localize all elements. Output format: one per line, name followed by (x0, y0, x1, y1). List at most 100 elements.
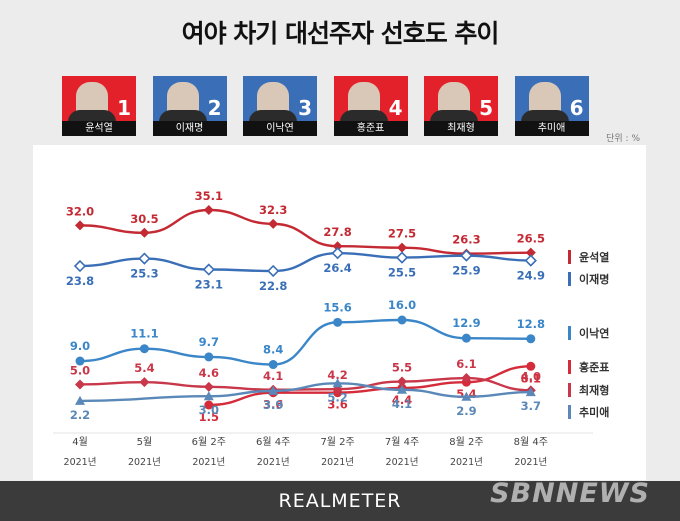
legend-swatch (568, 360, 571, 374)
unit-label: 단위 : % (606, 134, 640, 144)
x-tick-label: 7월 4주 (385, 436, 419, 448)
data-label: 27.8 (323, 225, 351, 239)
x-tick-label: 7월 2주 (320, 436, 354, 448)
series-line (79, 318, 531, 366)
footer-bar (0, 481, 680, 521)
data-point (524, 254, 537, 267)
candidate-card: 6 추미애 (514, 76, 589, 136)
data-label: 4.2 (327, 368, 347, 382)
data-point (75, 395, 85, 405)
data-label: 32.0 (66, 204, 94, 218)
x-tick-year: 2021년 (192, 457, 225, 468)
candidate-photo (158, 82, 207, 134)
candidate-number: 1 (117, 96, 131, 120)
data-label: 4.1 (263, 369, 283, 383)
data-label: 26.3 (452, 233, 480, 247)
candidate-photo (339, 82, 388, 134)
x-tick-year: 2021년 (257, 457, 290, 468)
data-label: 8.4 (263, 343, 283, 357)
data-label: 32.3 (259, 203, 287, 217)
data-label: 23.8 (66, 274, 94, 288)
data-point (204, 400, 214, 410)
candidate-number: 5 (479, 96, 493, 120)
candidate-name: 홍준표 (333, 121, 408, 136)
x-tick-label: 6월 2주 (192, 436, 226, 448)
candidate-card: 5 최재형 (424, 76, 498, 136)
data-label: 5.5 (392, 361, 412, 375)
data-label: 8.1 (521, 371, 541, 385)
data-point (75, 356, 85, 366)
series-line (79, 208, 531, 255)
data-point (75, 379, 85, 390)
data-label: 3.6 (263, 398, 283, 412)
data-point (461, 391, 472, 401)
data-point (461, 373, 472, 384)
data-point (395, 251, 409, 264)
candidate-number: 2 (207, 96, 222, 120)
data-point (204, 352, 214, 362)
data-label: 5.2 (327, 390, 347, 404)
data-label: 27.5 (388, 227, 416, 241)
candidate-photo (430, 82, 478, 134)
data-label: 25.5 (388, 266, 416, 280)
data-label: 22.8 (259, 279, 287, 293)
series-line (79, 376, 531, 392)
x-tick-year: 2021년 (450, 457, 483, 468)
data-point (75, 220, 85, 231)
data-point (268, 360, 278, 370)
x-tick-label: 6월 4주 (256, 436, 290, 448)
data-label: 15.6 (323, 300, 351, 314)
data-point (526, 361, 536, 371)
candidate-name: 추미애 (514, 121, 589, 136)
data-point (331, 247, 344, 260)
data-point (526, 334, 536, 344)
data-point (397, 384, 407, 394)
x-tick-label: 8월 2주 (449, 436, 483, 448)
candidate-card: 3 이낙연 (243, 76, 317, 136)
legend-swatch (568, 272, 571, 286)
x-tick-year: 2021년 (514, 457, 547, 468)
x-tick-year: 2021년 (386, 457, 419, 468)
legend-label: 최재형 (579, 383, 609, 397)
candidate-number: 6 (569, 96, 584, 120)
x-tick-year: 2021년 (64, 457, 97, 468)
data-point (138, 252, 151, 265)
data-label: 3.9 (263, 398, 283, 412)
data-label: 12.9 (452, 316, 480, 330)
data-point (139, 344, 149, 354)
data-label: 1.5 (199, 410, 219, 424)
data-label: 3.7 (521, 399, 541, 413)
data-point (397, 376, 407, 387)
candidate-card: 4 홍준표 (333, 76, 408, 136)
data-label: 24.9 (517, 269, 545, 283)
legend-label: 홍준표 (579, 360, 609, 374)
data-point (203, 381, 214, 392)
candidate-name: 최재형 (424, 121, 498, 136)
data-label: 4.4 (392, 393, 412, 407)
series-line (208, 365, 531, 407)
data-label: 4.6 (199, 366, 219, 380)
data-point (139, 377, 150, 388)
legend-swatch (568, 383, 571, 397)
data-label: 6.1 (456, 357, 476, 371)
candidate-photo (520, 82, 569, 134)
candidate-photo (68, 82, 116, 134)
data-label: 25.9 (452, 264, 480, 278)
data-point (460, 249, 473, 262)
page-title: 여야 차기 대선주자 선호도 추이 (181, 19, 500, 48)
legend-label: 이재명 (579, 272, 609, 286)
data-point (202, 263, 215, 276)
data-label: 2.2 (70, 408, 90, 422)
data-point (332, 241, 343, 252)
candidate-name: 이낙연 (243, 121, 317, 136)
x-tick-year: 2021년 (128, 457, 161, 468)
data-label: 3.0 (199, 403, 219, 417)
data-point (203, 205, 214, 215)
candidate-number: 4 (388, 96, 403, 120)
line-chart: 32.0 30.5 35.1 32.3 27.8 27.5 26.3 26.5 윤석열 23.8 2… (53, 189, 609, 468)
data-label: 30.5 (130, 212, 158, 226)
data-label: 2.9 (456, 404, 476, 418)
data-point (397, 315, 407, 325)
data-label: 4.0 (521, 369, 541, 383)
legend-label: 이낙연 (579, 326, 609, 340)
